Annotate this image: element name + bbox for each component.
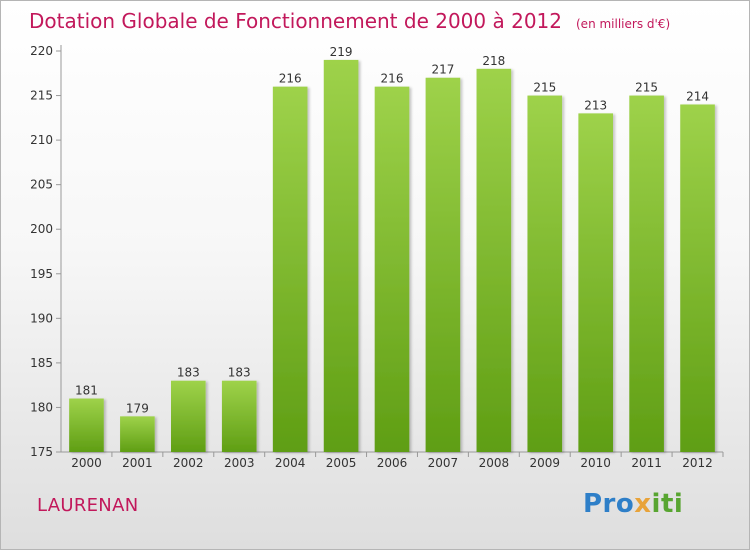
chart-title: Dotation Globale de Fonctionnement de 20… (29, 9, 670, 33)
logo-part-3: iti (651, 489, 684, 519)
x-tick-label: 2010 (580, 456, 611, 470)
value-label-2000: 181 (75, 384, 98, 398)
value-label-2001: 179 (126, 401, 149, 415)
value-label-2008: 218 (482, 54, 505, 68)
chart-unit-note: (en milliers d'€) (576, 17, 671, 31)
value-label-2009: 215 (533, 81, 556, 95)
y-tick-label: 220 (30, 44, 53, 58)
value-label-2003: 183 (228, 366, 251, 380)
y-tick-label: 175 (30, 445, 53, 459)
bar-2006 (374, 86, 410, 453)
bar-2003 (221, 380, 257, 452)
logo-part-1: Pro (583, 489, 635, 519)
bar-2005 (323, 59, 359, 453)
x-tick-label: 2000 (71, 456, 102, 470)
x-axis: 2000 2001 2002 2003 2004 2005 2006 2007 2008 2009… (61, 451, 724, 470)
x-tick-label: 2008 (479, 456, 510, 470)
x-tick-label: 2001 (122, 456, 153, 470)
x-tick-label: 2012 (682, 456, 713, 470)
chart-title-text: Dotation Globale de Fonctionnement de 20… (29, 9, 562, 33)
bar-2010 (578, 113, 614, 452)
x-tick-label: 2003 (224, 456, 255, 470)
value-label-2002: 183 (177, 366, 200, 380)
y-tick-label: 185 (30, 356, 53, 370)
x-tick-label: 2006 (377, 456, 408, 470)
y-tick-label: 200 (30, 222, 53, 236)
y-tick-label: 205 (30, 178, 53, 192)
x-tick-label: 2002 (173, 456, 204, 470)
y-axis: 175 180 185 190 195 200 205 210 215 220 (30, 44, 62, 459)
bar-2001 (120, 416, 155, 452)
value-label-2005: 219 (330, 45, 353, 59)
x-tick-label: 2007 (428, 456, 459, 470)
bar-2011 (629, 95, 664, 453)
bar-2000 (69, 398, 104, 452)
value-label-2007: 217 (431, 63, 454, 77)
value-labels: 181 179 183 183 216 219 216 217 218 215 213 215 214 (75, 45, 709, 415)
x-tick-label: 2005 (326, 456, 357, 470)
bar-2002 (170, 380, 206, 452)
y-tick-label: 190 (30, 311, 53, 325)
bar-2007 (425, 77, 461, 452)
bar-2012 (680, 104, 715, 452)
y-tick-label: 195 (30, 267, 53, 281)
x-tick-label: 2011 (631, 456, 662, 470)
x-tick-label: 2004 (275, 456, 306, 470)
y-tick-label: 215 (30, 89, 53, 103)
logo-part-2: x (634, 489, 652, 519)
bars (69, 59, 715, 453)
bar-2008 (476, 68, 512, 453)
value-label-2012: 214 (686, 89, 709, 103)
y-tick-label: 210 (30, 133, 53, 147)
value-label-2010: 213 (584, 98, 607, 112)
proxiti-logo: Proxiti (583, 489, 683, 519)
bar-2004 (272, 86, 308, 453)
value-label-2006: 216 (381, 72, 404, 86)
commune-name: LAURENAN (37, 495, 139, 516)
x-tick-label: 2009 (529, 456, 560, 470)
value-label-2004: 216 (279, 72, 302, 86)
value-label-2011: 215 (635, 81, 658, 95)
y-tick-label: 180 (30, 400, 53, 414)
bar-2009 (527, 95, 563, 453)
